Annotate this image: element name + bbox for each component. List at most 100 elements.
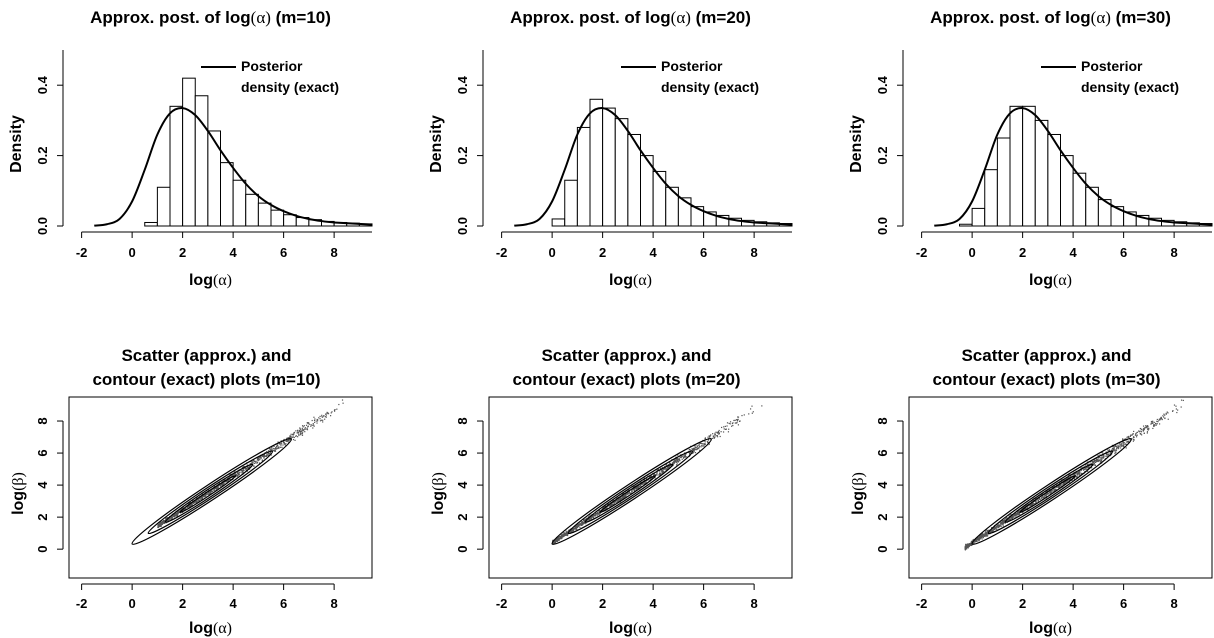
scatter-point: [992, 527, 995, 529]
scatter-point: [1045, 491, 1047, 493]
scatter-point: [966, 548, 968, 550]
scatter-point: [1091, 464, 1093, 466]
x-axis-label: log(α): [609, 620, 652, 637]
scatter-point: [1037, 499, 1039, 501]
scatter-point: [1121, 444, 1123, 446]
scatter-point: [991, 530, 993, 532]
scatter-point: [214, 487, 216, 489]
scatter-point: [315, 420, 317, 422]
scatter-point: [1150, 422, 1152, 424]
scatter-point: [1162, 415, 1164, 417]
scatter-point: [1077, 473, 1079, 475]
scatter-point: [696, 445, 699, 447]
histogram-bar: [1022, 105, 1036, 227]
scatter-point: [641, 483, 643, 485]
scatter-point: [226, 480, 228, 482]
scatter-point: [653, 473, 655, 476]
scatter-point: [157, 526, 159, 528]
scatter-point: [1099, 457, 1101, 459]
scatter-point: [1094, 464, 1096, 466]
scatter-panel-1: Scatter (approx.) and contour (exact) plo…: [10, 346, 373, 637]
scatter-point: [998, 525, 1000, 527]
scatter-point: [985, 534, 987, 537]
scatter-point: [1080, 469, 1082, 472]
scatter-point: [277, 446, 280, 448]
scatter-point: [301, 433, 304, 435]
scatter-point: [1114, 451, 1116, 453]
scatter-point: [175, 515, 177, 517]
scatter-point: [589, 514, 591, 516]
scatter-point: [965, 545, 967, 547]
scatter-point: [1014, 515, 1016, 517]
scatter-point: [583, 520, 586, 522]
scatter-point: [734, 422, 736, 424]
contour-line: [131, 438, 292, 545]
scatter-point: [699, 449, 701, 451]
scatter-point: [593, 515, 595, 517]
scatter-point: [1120, 443, 1123, 445]
scatter-point: [1028, 506, 1030, 508]
scatter-point: [619, 497, 621, 499]
scatter-point: [287, 440, 289, 443]
scatter-point: [1044, 496, 1046, 498]
x-axis: -2 0 2 4 6 8: [76, 583, 338, 611]
scatter-point: [1031, 503, 1033, 505]
scatter-point: [210, 491, 212, 493]
scatter-point: [1163, 416, 1165, 418]
scatter-point: [1125, 438, 1127, 440]
scatter-point: [1046, 490, 1048, 492]
scatter-point: [202, 495, 204, 497]
scatter-point: [178, 510, 180, 512]
scatter-point: [1119, 442, 1121, 444]
scatter-point: [176, 512, 178, 515]
density-curve: [934, 107, 1213, 227]
scatter-point: [1021, 508, 1023, 510]
scatter-point: [158, 525, 160, 527]
scatter-point: [978, 539, 980, 541]
x-tick-label: 6: [1120, 596, 1127, 611]
scatter-point: [1091, 467, 1093, 469]
scatter-point: [728, 428, 730, 430]
scatter-point: [232, 474, 234, 476]
scatter-point: [681, 458, 683, 460]
scatter-point: [553, 541, 555, 543]
scatter-point: [1017, 513, 1020, 515]
scatter-point: [188, 503, 190, 505]
scatter-point: [1003, 520, 1005, 523]
scatter-point: [621, 493, 623, 495]
scatter-point: [168, 518, 170, 520]
scatter-point: [1142, 429, 1144, 431]
scatter-point: [261, 455, 263, 457]
scatter-point: [1003, 522, 1005, 524]
scatter-point: [1015, 513, 1017, 516]
scatter-point: [1148, 428, 1150, 430]
scatter-point: [560, 535, 562, 537]
scatter-point: [279, 443, 281, 445]
scatter-point: [1175, 408, 1177, 410]
histogram-bar: [589, 98, 604, 227]
scatter-point: [1027, 509, 1029, 511]
scatter-point: [669, 462, 671, 464]
scatter-point: [987, 532, 989, 534]
scatter-point: [1165, 412, 1167, 414]
scatter-point: [1064, 479, 1067, 481]
x-tick-label: 6: [700, 596, 707, 611]
scatter-point: [972, 542, 974, 544]
scatter-point: [1144, 427, 1146, 429]
scatter-point: [1119, 444, 1121, 446]
x-tick-label: 2: [1019, 245, 1026, 260]
scatter-point: [988, 531, 990, 534]
scatter-point: [615, 501, 617, 503]
scatter-point: [1115, 451, 1117, 453]
y-axis-label: Density: [8, 115, 25, 173]
scatter-point: [177, 512, 179, 514]
scatter-point: [677, 458, 679, 461]
scatter-point: [189, 504, 191, 506]
scatter-point: [1111, 448, 1114, 450]
x-tick-label: -2: [916, 245, 928, 260]
scatter-point: [1079, 474, 1081, 476]
scatter-point: [1096, 459, 1099, 461]
scatter-point: [237, 474, 239, 476]
histogram-bar: [614, 118, 629, 227]
scatter-point: [981, 535, 984, 537]
